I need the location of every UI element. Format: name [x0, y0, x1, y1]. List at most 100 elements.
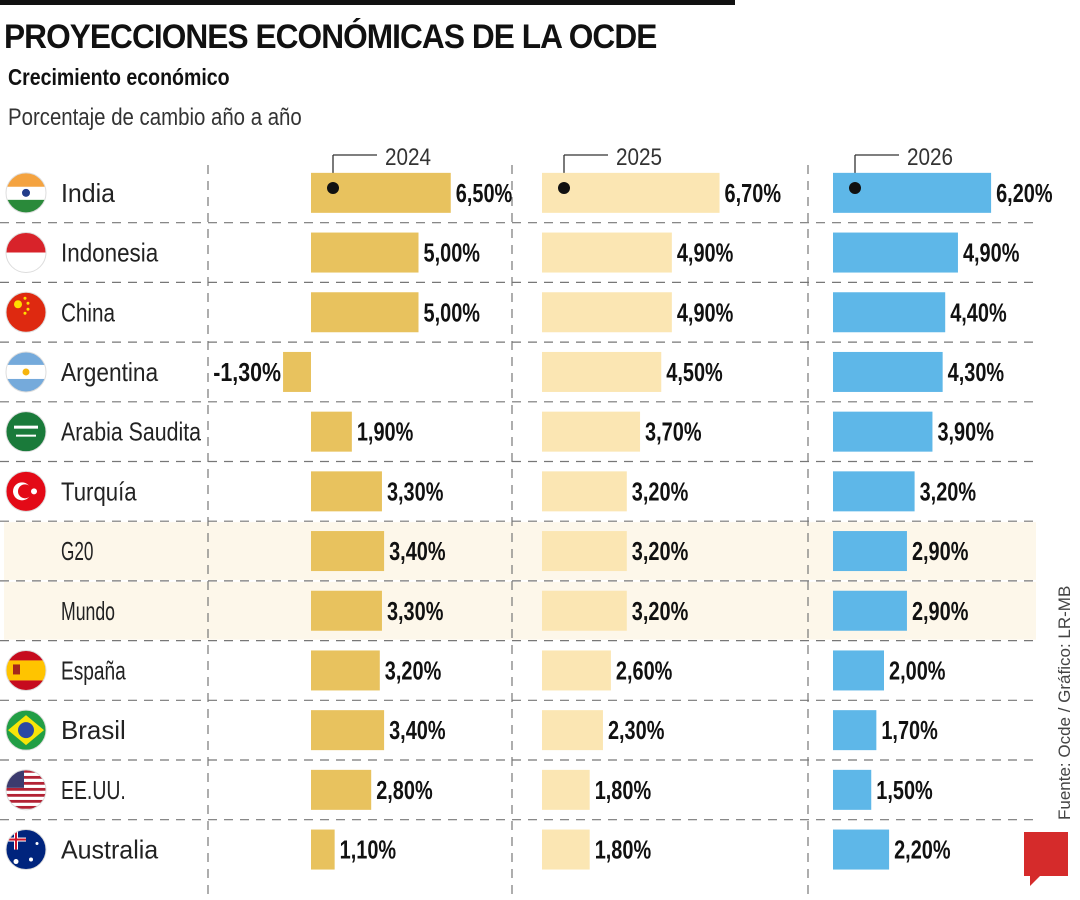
- value-label: 2,20%: [894, 835, 951, 865]
- flag-body: [6, 411, 46, 452]
- value-label: 1,10%: [340, 835, 397, 865]
- value-label: 6,20%: [996, 178, 1053, 208]
- bar-2024-Indonesia: [311, 232, 419, 273]
- flag-part: [26, 301, 30, 305]
- flag-indonesia-icon: [5, 232, 47, 274]
- flag-border: [5, 470, 47, 512]
- year-label-2026: 2026: [907, 144, 953, 171]
- bar-2026-China: [833, 292, 946, 333]
- flag-part: [22, 188, 30, 197]
- value-label: 3,40%: [389, 536, 446, 566]
- bar-2026-India: [833, 172, 992, 213]
- value-label: 2,00%: [889, 655, 946, 685]
- category-label: India: [61, 178, 116, 208]
- category-label: Indonesia: [61, 238, 159, 268]
- bar-2026-Indonesia: [833, 232, 958, 273]
- bar-2026-Australia: [833, 829, 890, 870]
- value-label: 4,90%: [963, 238, 1020, 268]
- bar-2024-EE.UU.: [311, 769, 372, 810]
- bar-2025-Arabia Saudita: [542, 411, 641, 452]
- flag-part: [6, 378, 46, 392]
- flag-body: [6, 829, 46, 870]
- flag-part: [23, 311, 27, 315]
- flag-part: [6, 199, 46, 213]
- value-label: 3,40%: [389, 715, 446, 745]
- bar-2025-EE.UU.: [542, 769, 590, 810]
- year-label-2025: 2025: [616, 144, 662, 171]
- flag-usa-icon: [5, 769, 47, 811]
- value-label: 4,30%: [948, 357, 1005, 387]
- value-label: 2,60%: [616, 655, 673, 685]
- flag-border: [5, 411, 47, 453]
- flag-saudi-arabia-icon: [5, 411, 47, 453]
- flag-part: [6, 680, 46, 691]
- flag-part: [6, 650, 46, 661]
- flag-border: [5, 829, 47, 871]
- value-label: 5,00%: [424, 297, 481, 327]
- chart-unit-label: Porcentaje de cambio año a año: [8, 104, 302, 131]
- bar-2025-Brasil: [542, 710, 603, 751]
- bar-2024-Argentina: [283, 351, 311, 392]
- flag-india-icon: [5, 172, 47, 214]
- flag-australia-icon: [5, 829, 47, 871]
- bar-2026-Arabia Saudita: [833, 411, 933, 452]
- flag-part: [6, 411, 46, 452]
- flag-part: [15, 829, 17, 850]
- flag-part: [18, 722, 34, 739]
- flag-body: [6, 292, 46, 333]
- bar-2024-Brasil: [311, 710, 385, 751]
- flag-part: [26, 307, 30, 311]
- bar-2024-Arabia Saudita: [311, 411, 352, 452]
- value-label: 3,20%: [632, 596, 689, 626]
- value-label: 6,50%: [456, 178, 513, 208]
- flag-body: [6, 710, 46, 751]
- flag-part: [6, 172, 46, 187]
- flag-part: [6, 805, 46, 809]
- category-label: Brasil: [61, 715, 126, 745]
- value-label: 4,40%: [950, 297, 1007, 327]
- flag-part: [29, 857, 33, 862]
- flag-border: [5, 649, 47, 691]
- bar-2026-Brasil: [833, 710, 877, 751]
- value-label: 3,20%: [920, 476, 977, 506]
- flag-part: [13, 859, 19, 865]
- flag-part: [6, 793, 46, 797]
- flag-part: [22, 368, 30, 376]
- source-note: Fuente: Ocde / Gráfico: LR-MB: [1055, 585, 1074, 820]
- flag-part: [13, 664, 20, 675]
- bar-2025-Mundo: [542, 590, 627, 631]
- value-label: 4,90%: [677, 238, 734, 268]
- bar-2025-Turquía: [542, 471, 627, 512]
- category-label: Australia: [61, 835, 159, 865]
- flag-part: [6, 772, 46, 776]
- category-label: Argentina: [61, 357, 159, 387]
- bar-2026-Argentina: [833, 351, 943, 392]
- value-label: 1,80%: [595, 775, 652, 805]
- value-label: 5,00%: [424, 238, 481, 268]
- flag-part: [6, 778, 46, 782]
- value-label: 1,90%: [357, 417, 414, 447]
- flag-body: [6, 650, 46, 691]
- top-rule: [0, 0, 735, 5]
- lr-logo: [1024, 832, 1068, 886]
- value-label: 2,90%: [912, 596, 969, 626]
- value-label: 1,70%: [881, 715, 938, 745]
- flag-part: [6, 775, 46, 779]
- flag-part: [6, 784, 46, 788]
- flag-part: [6, 802, 46, 806]
- value-label: 2,90%: [912, 536, 969, 566]
- flag-part: [31, 488, 37, 495]
- bar-2024-Turquía: [311, 471, 382, 512]
- flag-border: [5, 769, 47, 811]
- flag-part: [6, 790, 46, 794]
- flag-spain-icon: [5, 649, 47, 691]
- flag-part: [6, 769, 24, 788]
- flag-part: [35, 842, 39, 846]
- category-label: España: [61, 655, 126, 685]
- value-label: 3,20%: [385, 655, 442, 685]
- bar-2024-Mundo: [311, 590, 382, 631]
- flag-body: [6, 351, 46, 392]
- value-label: 1,80%: [595, 835, 652, 865]
- year-callout-dot: [558, 182, 570, 194]
- bar-2026-Turquía: [833, 471, 915, 512]
